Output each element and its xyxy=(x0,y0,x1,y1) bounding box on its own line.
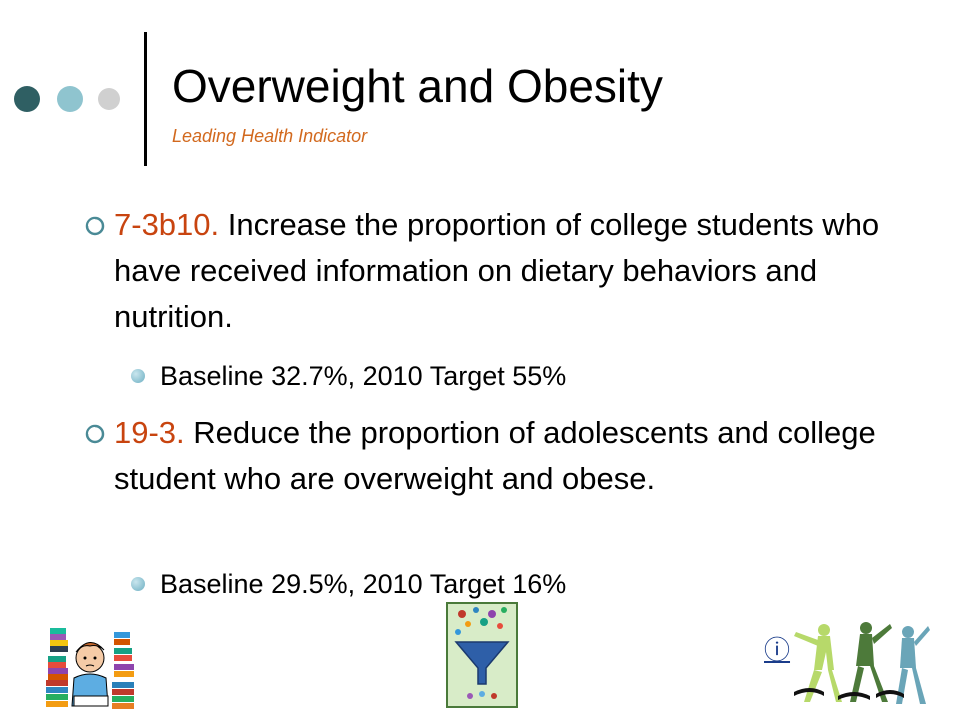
student-books-clipart xyxy=(46,628,134,709)
bullet-objective-1: 7-3b10. Increase the proportion of colle… xyxy=(84,202,904,340)
objective-text: Increase the proportion of college stude… xyxy=(114,207,880,334)
sub-bullet-dot-icon xyxy=(131,369,145,383)
header-divider xyxy=(144,32,147,166)
sub-bullet-dot-icon xyxy=(131,577,145,591)
dot-mid xyxy=(57,86,83,112)
dot-light xyxy=(98,88,120,110)
baseline-text: Baseline 32.7%, 2010 Target 55% xyxy=(160,361,567,391)
sub-bullet-baseline-1: Baseline 32.7%, 2010 Target 55% xyxy=(131,358,567,394)
dot-dark xyxy=(14,86,40,112)
page-subtitle: Leading Health Indicator xyxy=(172,126,368,146)
header-dots-decoration xyxy=(14,86,124,114)
page-title: Overweight and Obesity xyxy=(172,60,663,112)
baseline-text: Baseline 29.5%, 2010 Target 16% xyxy=(160,569,567,599)
objective-code: 19-3. xyxy=(114,415,185,450)
sub-bullet-baseline-2: Baseline 29.5%, 2010 Target 16% xyxy=(131,566,567,602)
objective-text: Reduce the proportion of adolescents and… xyxy=(114,415,876,496)
info-icon[interactable]: ⓘ xyxy=(764,635,791,665)
objective-code: 7-3b10. xyxy=(114,207,220,242)
bullet-circle-icon xyxy=(85,424,105,444)
dancers-clipart xyxy=(794,622,930,704)
bullet-objective-2: 19-3. Reduce the proportion of adolescen… xyxy=(84,410,904,502)
bullet-circle-icon xyxy=(85,216,105,236)
nutrition-funnel-clipart xyxy=(446,602,518,708)
